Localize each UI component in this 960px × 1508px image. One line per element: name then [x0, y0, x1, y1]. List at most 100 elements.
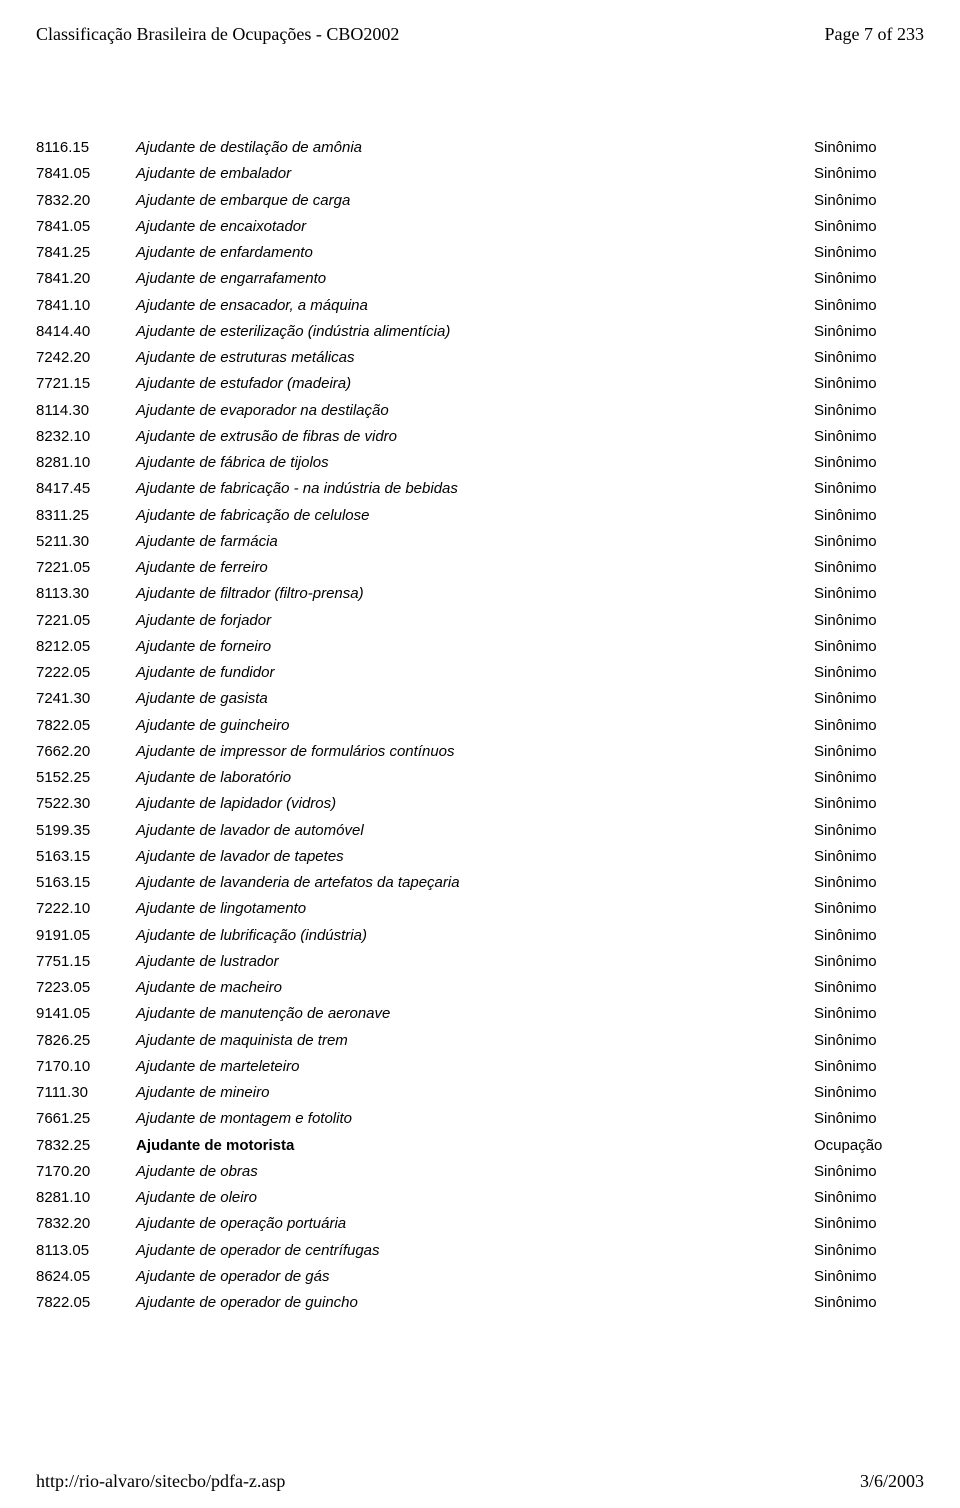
occupation-code: 9141.05 [36, 1001, 136, 1027]
table-row: 7822.05Ajudante de operador de guinchoSi… [36, 1290, 924, 1316]
occupation-code: 7111.30 [36, 1080, 136, 1106]
occupation-type: Sinônimo [814, 1238, 924, 1264]
footer-url: http://rio-alvaro/sitecbo/pdfa-z.asp [36, 1471, 285, 1492]
table-row: 7170.20Ajudante de obrasSinônimo [36, 1159, 924, 1185]
page-footer: http://rio-alvaro/sitecbo/pdfa-z.asp 3/6… [36, 1471, 924, 1492]
occupation-type: Sinônimo [814, 608, 924, 634]
table-row: 8624.05Ajudante de operador de gásSinôni… [36, 1264, 924, 1290]
table-row: 7522.30Ajudante de lapidador (vidros)Sin… [36, 791, 924, 817]
occupation-description: Ajudante de esterilização (indústria ali… [136, 319, 814, 345]
occupation-code: 7841.05 [36, 214, 136, 240]
table-row: 8311.25Ajudante de fabricação de celulos… [36, 503, 924, 529]
occupation-type: Sinônimo [814, 214, 924, 240]
table-row: 7841.10Ajudante de ensacador, a máquinaS… [36, 293, 924, 319]
table-row: 8281.10Ajudante de oleiroSinônimo [36, 1185, 924, 1211]
occupation-code: 5163.15 [36, 870, 136, 896]
occupation-code: 5152.25 [36, 765, 136, 791]
occupation-table: 8116.15Ajudante de destilação de amôniaS… [36, 135, 924, 1316]
occupation-code: 7751.15 [36, 949, 136, 975]
occupation-description: Ajudante de motorista [136, 1133, 814, 1159]
occupation-type: Sinônimo [814, 555, 924, 581]
occupation-code: 8232.10 [36, 424, 136, 450]
occupation-description: Ajudante de embalador [136, 161, 814, 187]
occupation-type: Sinônimo [814, 686, 924, 712]
occupation-type: Sinônimo [814, 870, 924, 896]
occupation-description: Ajudante de fundidor [136, 660, 814, 686]
occupation-description: Ajudante de estruturas metálicas [136, 345, 814, 371]
occupation-code: 8114.30 [36, 398, 136, 424]
table-row: 8114.30Ajudante de evaporador na destila… [36, 398, 924, 424]
occupation-code: 8624.05 [36, 1264, 136, 1290]
occupation-description: Ajudante de laboratório [136, 765, 814, 791]
occupation-code: 8113.05 [36, 1238, 136, 1264]
occupation-code: 5211.30 [36, 529, 136, 555]
occupation-type: Sinônimo [814, 450, 924, 476]
occupation-code: 7242.20 [36, 345, 136, 371]
occupation-description: Ajudante de evaporador na destilação [136, 398, 814, 424]
occupation-type: Sinônimo [814, 424, 924, 450]
occupation-type: Sinônimo [814, 1211, 924, 1237]
occupation-type: Sinônimo [814, 949, 924, 975]
occupation-code: 5199.35 [36, 818, 136, 844]
occupation-code: 7841.10 [36, 293, 136, 319]
table-row: 7662.20Ajudante de impressor de formulár… [36, 739, 924, 765]
table-row: 7832.25Ajudante de motoristaOcupação [36, 1133, 924, 1159]
occupation-type: Sinônimo [814, 1185, 924, 1211]
occupation-code: 7841.20 [36, 266, 136, 292]
occupation-code: 8116.15 [36, 135, 136, 161]
table-row: 7832.20Ajudante de operação portuáriaSin… [36, 1211, 924, 1237]
occupation-description: Ajudante de encaixotador [136, 214, 814, 240]
occupation-type: Ocupação [814, 1133, 924, 1159]
occupation-code: 7822.05 [36, 1290, 136, 1316]
occupation-code: 7662.20 [36, 739, 136, 765]
occupation-code: 8281.10 [36, 450, 136, 476]
occupation-description: Ajudante de lustrador [136, 949, 814, 975]
occupation-type: Sinônimo [814, 1080, 924, 1106]
occupation-code: 7221.05 [36, 555, 136, 581]
occupation-code: 7832.25 [36, 1133, 136, 1159]
occupation-type: Sinônimo [814, 345, 924, 371]
occupation-type: Sinônimo [814, 135, 924, 161]
table-row: 7222.10Ajudante de lingotamentoSinônimo [36, 896, 924, 922]
occupation-description: Ajudante de mineiro [136, 1080, 814, 1106]
occupation-description: Ajudante de ensacador, a máquina [136, 293, 814, 319]
occupation-code: 8212.05 [36, 634, 136, 660]
occupation-description: Ajudante de lapidador (vidros) [136, 791, 814, 817]
occupation-type: Sinônimo [814, 713, 924, 739]
occupation-description: Ajudante de obras [136, 1159, 814, 1185]
table-row: 8281.10Ajudante de fábrica de tijolosSin… [36, 450, 924, 476]
page-number: Page 7 of 233 [825, 24, 924, 45]
occupation-type: Sinônimo [814, 818, 924, 844]
occupation-description: Ajudante de lavanderia de artefatos da t… [136, 870, 814, 896]
occupation-code: 7661.25 [36, 1106, 136, 1132]
occupation-code: 8311.25 [36, 503, 136, 529]
page-header: Classificação Brasileira de Ocupações - … [36, 24, 924, 45]
occupation-code: 7223.05 [36, 975, 136, 1001]
occupation-description: Ajudante de embarque de carga [136, 188, 814, 214]
footer-date: 3/6/2003 [860, 1471, 924, 1492]
occupation-description: Ajudante de operador de guincho [136, 1290, 814, 1316]
occupation-description: Ajudante de marteleteiro [136, 1054, 814, 1080]
occupation-description: Ajudante de operador de centrífugas [136, 1238, 814, 1264]
table-row: 7826.25Ajudante de maquinista de tremSin… [36, 1028, 924, 1054]
occupation-type: Sinônimo [814, 476, 924, 502]
table-row: 7222.05Ajudante de fundidorSinônimo [36, 660, 924, 686]
occupation-description: Ajudante de operador de gás [136, 1264, 814, 1290]
occupation-description: Ajudante de maquinista de trem [136, 1028, 814, 1054]
table-row: 7221.05Ajudante de forjadorSinônimo [36, 608, 924, 634]
occupation-type: Sinônimo [814, 371, 924, 397]
occupation-code: 7822.05 [36, 713, 136, 739]
occupation-type: Sinônimo [814, 1264, 924, 1290]
occupation-description: Ajudante de operação portuária [136, 1211, 814, 1237]
table-row: 8232.10Ajudante de extrusão de fibras de… [36, 424, 924, 450]
table-row: 5163.15Ajudante de lavanderia de artefat… [36, 870, 924, 896]
table-row: 7111.30Ajudante de mineiroSinônimo [36, 1080, 924, 1106]
table-row: 9191.05Ajudante de lubrificação (indústr… [36, 923, 924, 949]
occupation-description: Ajudante de forneiro [136, 634, 814, 660]
occupation-description: Ajudante de enfardamento [136, 240, 814, 266]
table-row: 7242.20Ajudante de estruturas metálicasS… [36, 345, 924, 371]
occupation-description: Ajudante de guincheiro [136, 713, 814, 739]
occupation-code: 7826.25 [36, 1028, 136, 1054]
occupation-code: 9191.05 [36, 923, 136, 949]
occupation-code: 7832.20 [36, 1211, 136, 1237]
